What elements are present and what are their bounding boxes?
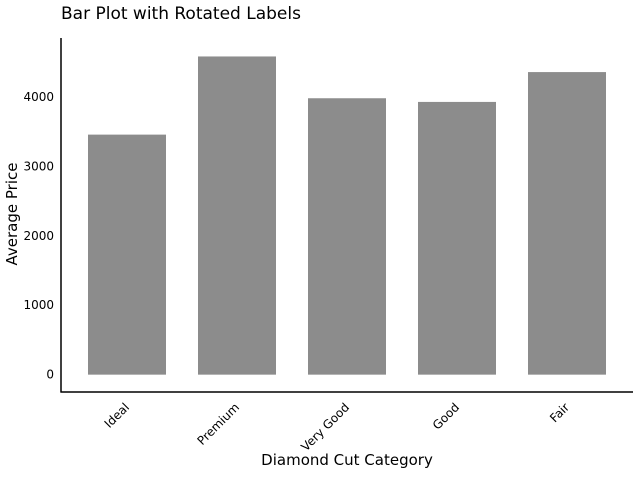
bars-layer [88,56,606,375]
y-tick-label: 1000 [23,298,54,312]
y-tick-label: 0 [46,368,54,382]
bar-fair [528,72,606,375]
x-axis-label: Diamond Cut Category [261,451,433,469]
x-tick-label: Very Good [298,400,352,454]
y-axis-label: Average Price [3,163,21,266]
bar-ideal [88,134,166,375]
x-tick-label: Good [430,400,462,432]
chart-title: Bar Plot with Rotated Labels [61,4,301,24]
bar-good [418,101,496,375]
axes-layer [60,38,633,393]
y-tick-label: 2000 [23,229,54,243]
bar-very-good [308,98,386,375]
x-tick-label: Fair [547,400,572,425]
bar-premium [198,56,276,375]
x-tick-label: Premium [194,400,242,448]
y-tick-label: 4000 [23,90,54,104]
x-tick-label: Ideal [102,400,133,431]
y-tick-label: 3000 [23,159,54,173]
